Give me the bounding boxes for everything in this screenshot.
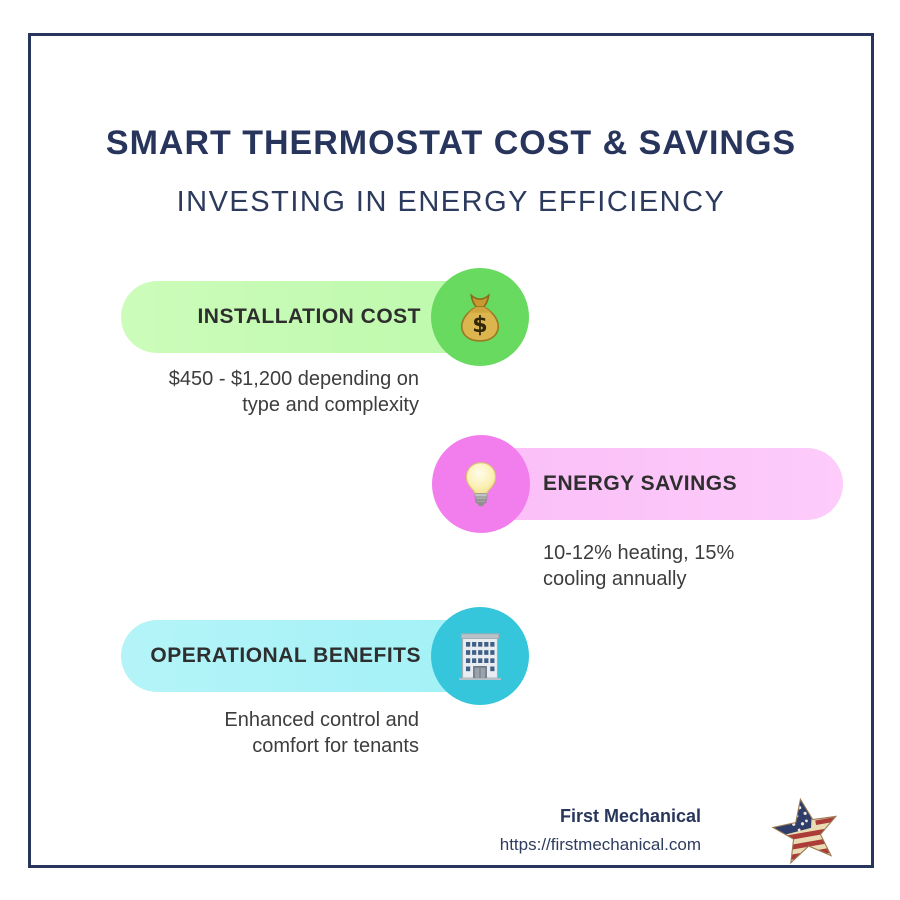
- brand-url: https://firstmechanical.com: [499, 835, 701, 854]
- energy-savings-label: ENERGY SAVINGS: [543, 472, 738, 495]
- installation-cost-pill: INSTALLATION COST: [121, 281, 489, 353]
- installation-cost-description: $450 - $1,200 depending on type and comp…: [168, 368, 419, 416]
- installation-cost-label: INSTALLATION COST: [197, 305, 421, 328]
- energy-savings-icon-circle: [432, 435, 530, 533]
- page-subtitle: INVESTING IN ENERGY EFFICIENCY: [176, 186, 726, 218]
- money-bag-icon: $: [460, 293, 500, 342]
- svg-text:$: $: [472, 312, 487, 338]
- light-bulb-icon: [465, 462, 497, 507]
- operational-benefits-label: OPERATIONAL BENEFITS: [150, 644, 421, 667]
- installation-cost-icon-circle: $: [431, 268, 529, 366]
- operational-benefits-description: Enhanced control and comfort for tenants: [224, 709, 419, 757]
- energy-savings-description: 10-12% heating, 15% cooling annually: [543, 542, 735, 590]
- brand-name: First Mechanical: [559, 806, 701, 826]
- office-building-icon: [459, 633, 501, 681]
- operational-benefits-icon-circle: [431, 607, 529, 705]
- operational-benefits-pill: OPERATIONAL BENEFITS: [121, 620, 489, 692]
- us-flag-star-logo: [771, 794, 841, 865]
- border-frame: SMART THERMOSTAT COST & SAVINGS INVESTIN…: [28, 33, 874, 868]
- page-title: SMART THERMOSTAT COST & SAVINGS: [105, 124, 797, 162]
